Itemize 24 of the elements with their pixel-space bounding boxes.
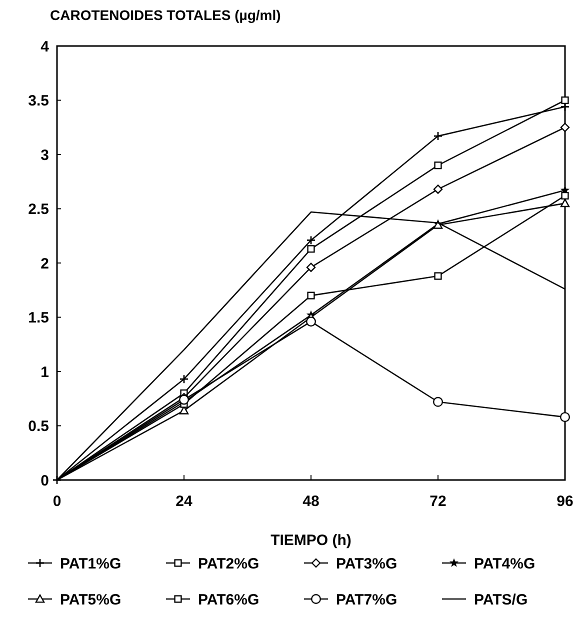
x-axis-title: TIEMPO (h) — [270, 532, 352, 549]
y-tick-label: 3.5 — [28, 92, 49, 110]
y-axis-title: CAROTENOIDES TOTALES (µg/ml) — [50, 7, 281, 23]
y-tick-label: 3 — [40, 146, 49, 164]
legend-label: PAT5%G — [60, 591, 122, 608]
y-tick-label: 4 — [40, 38, 50, 56]
y-tick-label: 1.5 — [28, 310, 49, 326]
y-tick-label: 2 — [40, 255, 49, 272]
y-tick-label: 0.5 — [28, 418, 49, 435]
y-tick-label: 2.5 — [28, 201, 49, 218]
legend-label: PAT1%G — [60, 555, 122, 572]
legend-label: PAT4%G — [474, 555, 536, 572]
x-tick-label: 96 — [556, 493, 574, 510]
legend-label: PAT3%G — [336, 555, 398, 572]
legend-label: PAT2%G — [198, 555, 260, 572]
x-tick-label: 0 — [52, 493, 62, 510]
y-tick-label: 0 — [40, 472, 49, 490]
x-tick-label: 72 — [430, 493, 446, 510]
y-tick-label: 1 — [40, 364, 49, 381]
legend-label: PAT7%G — [336, 591, 398, 608]
x-tick-label: 24 — [176, 493, 193, 510]
legend-label: PAT6%G — [198, 591, 260, 608]
legend-label: PATS/G — [474, 591, 528, 608]
x-tick-label: 48 — [302, 493, 320, 510]
